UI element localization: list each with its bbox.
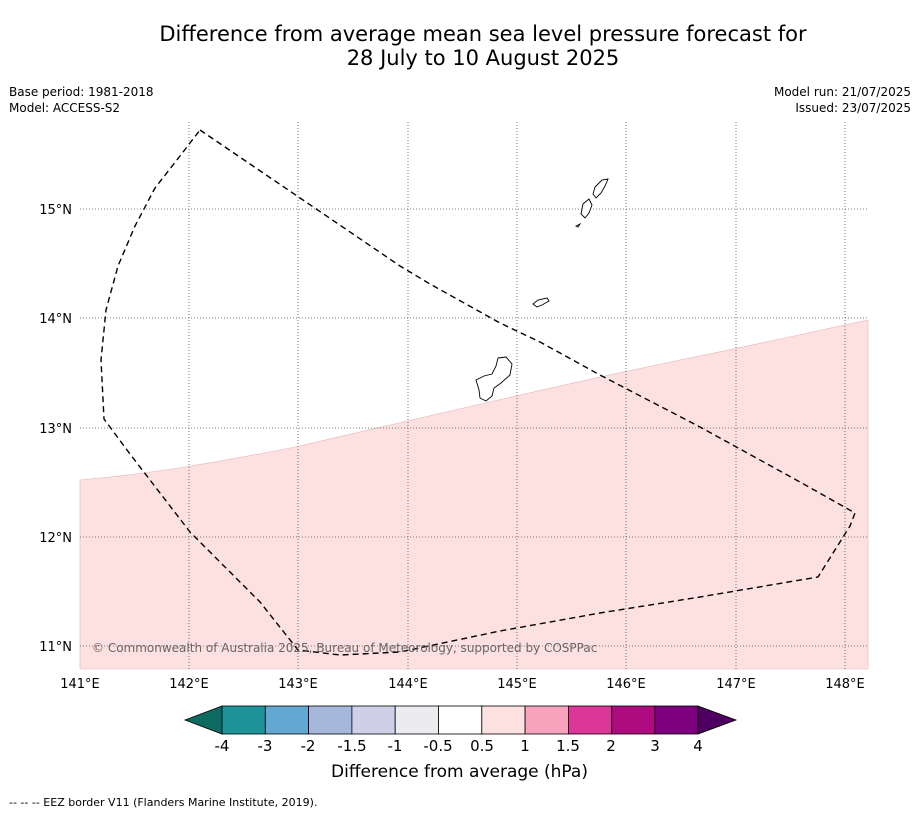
lon-tick-label: 147°E — [716, 677, 756, 692]
island-rota — [532, 297, 550, 308]
lat-tick-label: 15°N — [39, 203, 72, 218]
island-guam — [475, 356, 513, 402]
issued-date: Issued: 23/07/2025 — [795, 101, 911, 115]
colorbar-tick-label: -1.5 — [337, 737, 366, 755]
lon-tick-label: 148°E — [825, 677, 865, 692]
colorbar-segment — [308, 705, 353, 735]
lon-tick-label: 145°E — [497, 677, 537, 692]
colorbar-segment — [611, 705, 656, 735]
colorbar-tick-label: 1 — [520, 737, 530, 755]
base-period: Base period: 1981-2018 — [9, 85, 154, 99]
lon-tick-label: 146°E — [606, 677, 646, 692]
island-saipan — [592, 178, 609, 199]
colorbar-ticks: -4 -3 -2 -1.5 -1 -0.5 0.5 1 1.5 2 3 4 — [215, 737, 703, 755]
lon-tick-label: 143°E — [278, 677, 318, 692]
colorbar-segment — [524, 705, 569, 735]
colorbar-tick-label: -2 — [301, 737, 316, 755]
lat-tick-label: 12°N — [39, 531, 72, 546]
colorbar-max-arrow — [697, 705, 738, 735]
colorbar-tick-label: 4 — [693, 737, 703, 755]
colorbar-min-arrow — [183, 705, 223, 735]
colorbar-segment — [221, 705, 266, 735]
colorbar-tick-label: 2 — [606, 737, 616, 755]
pressure-anomaly-area — [79, 319, 869, 670]
meta-right: Model run: 21/07/2025 Issued: 23/07/2025 — [774, 84, 911, 116]
islands — [475, 178, 609, 402]
colorbar-tick-label: -3 — [258, 737, 273, 755]
lat-tick-label: 13°N — [39, 422, 72, 437]
chart-title: Difference from average mean sea level p… — [0, 22, 919, 70]
model-run: Model run: 21/07/2025 — [773, 85, 911, 99]
colorbar-segment — [394, 705, 439, 735]
colorbar-segment — [438, 705, 483, 735]
colorbar-label: Difference from average (hPa) — [331, 762, 588, 782]
copyright-credit: © Commonwealth of Australia 2025, Bureau… — [92, 641, 598, 655]
title-line-2: 28 July to 10 August 2025 — [346, 46, 620, 70]
meta-left: Base period: 1981-2018 Model: ACCESS-S2 — [9, 84, 154, 116]
model-name: Model: ACCESS-S2 — [9, 101, 121, 115]
colorbar-segment — [264, 705, 309, 735]
lat-axis: 11°N 12°N 13°N 14°N 15°N — [39, 203, 72, 655]
lon-axis: 141°E 142°E 143°E 144°E 145°E 146°E 147°… — [60, 677, 865, 692]
colorbar-segment — [481, 705, 526, 735]
colorbar — [183, 705, 738, 735]
lon-tick-label: 144°E — [388, 677, 428, 692]
eez-footnote: -- -- -- EEZ border V11 (Flanders Marine… — [9, 796, 318, 809]
gridlines — [80, 122, 868, 669]
colorbar-tick-label: 1.5 — [556, 737, 580, 755]
title-line-1: Difference from average mean sea level p… — [159, 22, 807, 46]
island-tinian — [580, 198, 593, 219]
colorbar-tick-label: 0.5 — [470, 737, 494, 755]
colorbar-segment — [568, 705, 613, 735]
lon-tick-label: 142°E — [169, 677, 209, 692]
lon-tick-label: 141°E — [60, 677, 100, 692]
lat-tick-label: 11°N — [39, 640, 72, 655]
colorbar-tick-label: -1 — [388, 737, 403, 755]
colorbar-tick-label: -0.5 — [423, 737, 452, 755]
colorbar-tick-label: 3 — [650, 737, 660, 755]
colorbar-segment — [351, 705, 396, 735]
colorbar-tick-label: -4 — [215, 737, 230, 755]
lat-tick-label: 14°N — [39, 312, 72, 327]
colorbar-segment — [654, 705, 699, 735]
island-aguijan — [574, 222, 582, 228]
